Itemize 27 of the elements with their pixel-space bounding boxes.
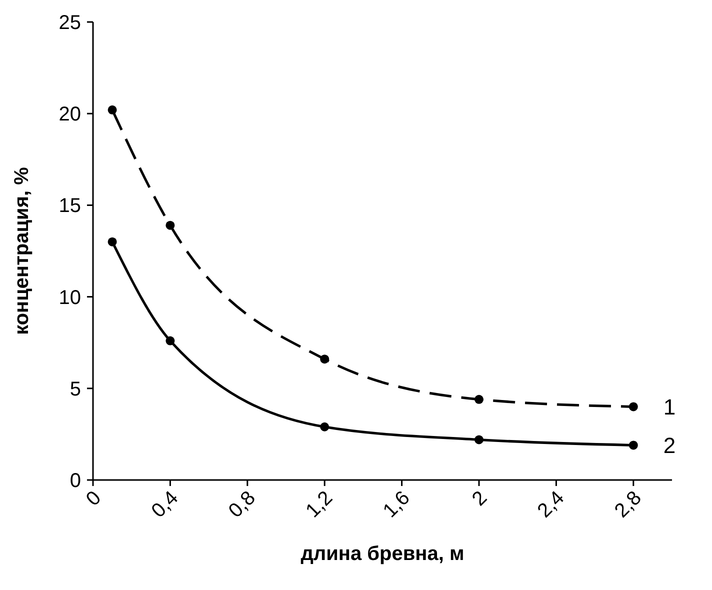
point [628,440,638,450]
point [320,354,330,364]
point [628,402,638,412]
x-tick-label: 1,6 [379,486,414,522]
series-label: 2 [663,433,676,458]
y-tick-label: 15 [58,195,81,218]
y-tick-label: 20 [58,104,81,126]
x-tick-label: 1,2 [302,486,338,522]
point [474,394,484,404]
point [166,336,175,346]
series-label: 1 [663,394,676,420]
y-tick-label: 10 [58,286,81,309]
y-tick-label: 25 [58,12,81,34]
x-tick-label: 0,8 [224,486,260,522]
point [166,220,175,230]
point [474,435,484,444]
y-tick-label: 0 [70,470,81,492]
x-tick-label: 2 [468,486,492,510]
x-tick-label: 0,4 [147,486,183,522]
y-axis-title: концентрация, % [11,166,33,335]
x-tick-label: 2,8 [610,486,646,522]
point [320,422,330,432]
x-tick-label: 2,4 [533,486,569,522]
x-axis-title: длина бревна, м [300,543,464,565]
y-tick-label: 5 [70,378,81,400]
point [108,237,117,246]
point [108,105,117,114]
